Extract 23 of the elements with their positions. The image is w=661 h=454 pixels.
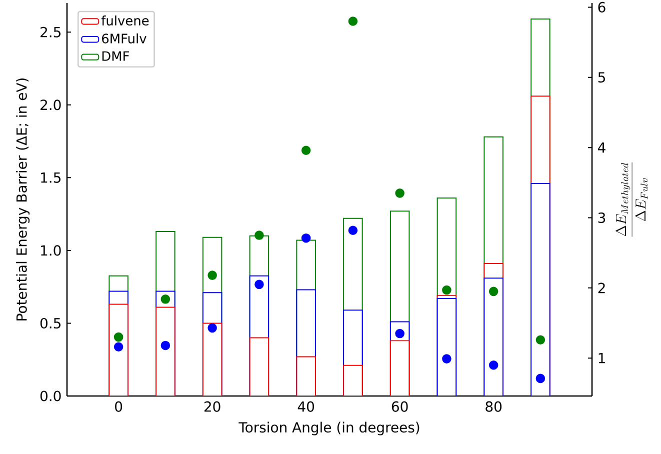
x-tick-label: 0	[115, 401, 122, 412]
legend-label: fulvene	[101, 15, 149, 26]
y-tick-label: 0.0	[40, 390, 61, 402]
y-axis-title: Potential Energy Barrier (ΔE; in eV)	[16, 78, 30, 320]
x-tick-label: 60	[392, 401, 408, 412]
y2-tick-label: 1	[598, 353, 605, 364]
y2-tick-label: 3	[598, 212, 606, 224]
y2-tick-label: 4	[598, 142, 606, 153]
y-tick-label: 1.5	[41, 172, 60, 183]
x-tick-label: 20	[204, 401, 220, 412]
x-tick-label: 80	[486, 401, 502, 412]
x-tick-label: 40	[298, 401, 314, 412]
y-tick-label: 2.5	[40, 26, 60, 38]
y2-tick-label: 5	[598, 72, 605, 83]
y2-axis-title: $\frac{\Delta E_{Methylated}}{\Delta E_{Fulv}}$	[616, 162, 648, 237]
y-tick-label: 0.5	[40, 318, 60, 328]
y2-tick-label: 6	[598, 2, 606, 12]
x-axis-title: Torsion Angle (in degrees)	[238, 422, 420, 436]
legend-label: DMF	[102, 51, 129, 61]
y-tick-label: 1.0	[41, 245, 61, 256]
legend-label: 6MFulv	[102, 33, 146, 44]
y2-tick-label: 2	[598, 282, 605, 294]
y-tick-label: 2.0	[40, 100, 61, 110]
